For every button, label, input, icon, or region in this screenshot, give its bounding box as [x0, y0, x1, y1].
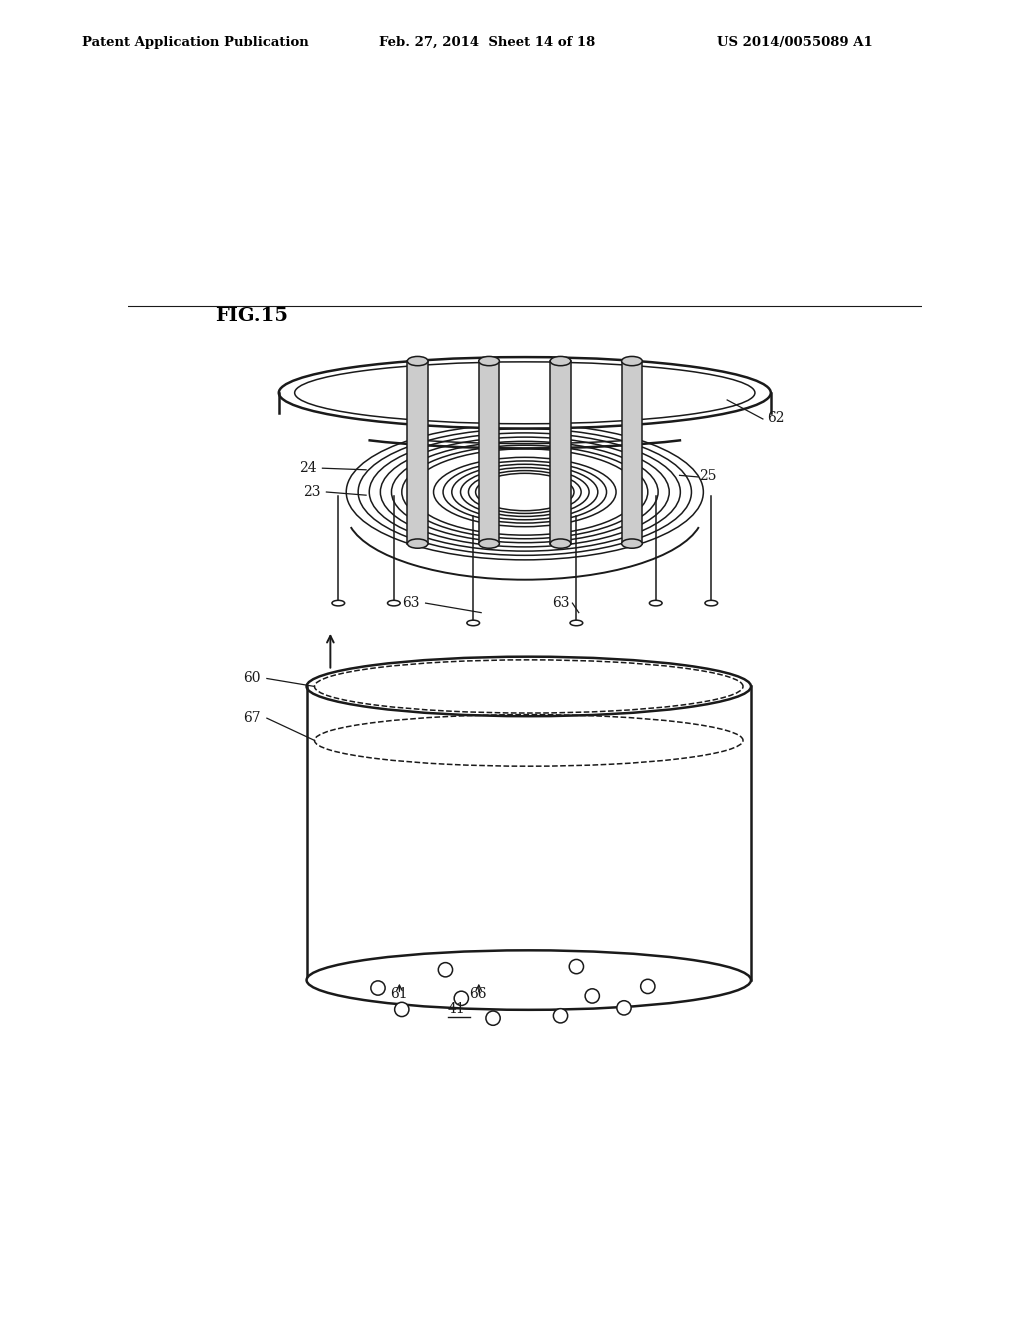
Text: 62: 62 — [767, 411, 784, 425]
Ellipse shape — [622, 539, 642, 548]
Bar — [479, 362, 500, 544]
Ellipse shape — [479, 539, 500, 548]
Ellipse shape — [295, 362, 755, 424]
Text: 60: 60 — [243, 672, 260, 685]
Circle shape — [371, 981, 385, 995]
Text: 41: 41 — [447, 1002, 466, 1016]
Ellipse shape — [306, 950, 751, 1010]
Text: 63: 63 — [401, 597, 419, 610]
Text: 67: 67 — [243, 711, 261, 725]
Circle shape — [486, 1011, 500, 1026]
Ellipse shape — [705, 601, 718, 606]
Ellipse shape — [387, 601, 400, 606]
Circle shape — [641, 979, 655, 994]
Ellipse shape — [467, 620, 479, 626]
Text: 23: 23 — [303, 484, 321, 499]
Text: FIG.15: FIG.15 — [215, 308, 289, 326]
Ellipse shape — [550, 356, 570, 366]
Text: US 2014/0055089 A1: US 2014/0055089 A1 — [717, 36, 872, 49]
Circle shape — [438, 962, 453, 977]
Text: 24: 24 — [299, 461, 316, 475]
Bar — [622, 362, 642, 544]
Circle shape — [455, 991, 468, 1006]
Ellipse shape — [408, 356, 428, 366]
Text: 25: 25 — [699, 469, 717, 483]
Bar — [550, 362, 570, 544]
Ellipse shape — [570, 620, 583, 626]
Ellipse shape — [649, 601, 663, 606]
Ellipse shape — [622, 356, 642, 366]
Text: 66: 66 — [469, 987, 486, 1002]
Ellipse shape — [550, 539, 570, 548]
Circle shape — [569, 960, 584, 974]
Ellipse shape — [408, 539, 428, 548]
Bar — [408, 362, 428, 544]
Ellipse shape — [306, 656, 751, 717]
Circle shape — [553, 1008, 567, 1023]
Circle shape — [585, 989, 599, 1003]
Ellipse shape — [479, 356, 500, 366]
Text: 61: 61 — [390, 987, 408, 1002]
Text: Patent Application Publication: Patent Application Publication — [82, 36, 308, 49]
Ellipse shape — [332, 601, 345, 606]
Ellipse shape — [279, 358, 771, 429]
Circle shape — [394, 1002, 409, 1016]
Text: Feb. 27, 2014  Sheet 14 of 18: Feb. 27, 2014 Sheet 14 of 18 — [379, 36, 595, 49]
Circle shape — [616, 1001, 631, 1015]
Text: 63: 63 — [553, 597, 570, 610]
